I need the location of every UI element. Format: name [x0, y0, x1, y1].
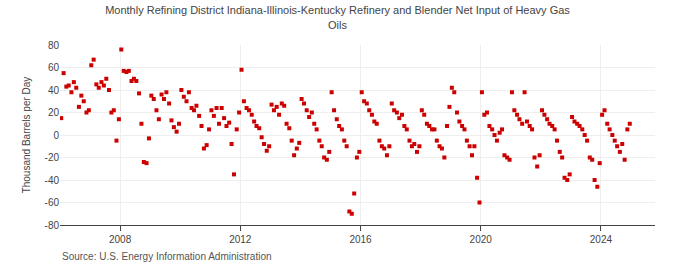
svg-text:-20: -20: [45, 152, 60, 163]
svg-text:2016: 2016: [349, 234, 372, 245]
svg-text:2024: 2024: [590, 234, 613, 245]
svg-text:60: 60: [48, 62, 60, 73]
svg-text:-80: -80: [45, 220, 60, 231]
svg-text:-40: -40: [45, 175, 60, 186]
svg-text:2012: 2012: [229, 234, 252, 245]
svg-text:0: 0: [53, 130, 59, 141]
svg-text:Monthly Refining District Indi: Monthly Refining District Indiana-Illino…: [105, 4, 570, 30]
svg-text:Thousand Barrels per Day: Thousand Barrels per Day: [21, 77, 32, 194]
svg-text:-60: -60: [45, 197, 60, 208]
svg-text:80: 80: [48, 40, 60, 51]
svg-text:20: 20: [48, 107, 60, 118]
svg-text:Source: U.S. Energy Informatio: Source: U.S. Energy Information Administ…: [62, 251, 272, 262]
svg-text:2020: 2020: [470, 234, 493, 245]
svg-text:40: 40: [48, 85, 60, 96]
svg-text:2008: 2008: [109, 234, 132, 245]
